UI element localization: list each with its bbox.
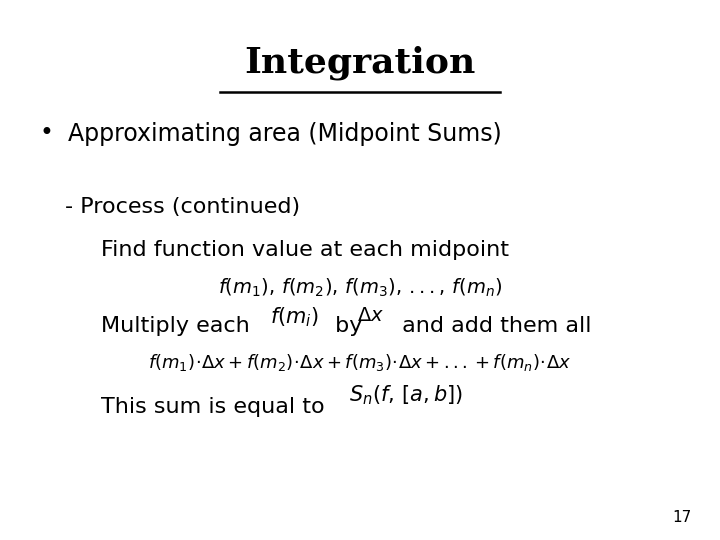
Text: and add them all: and add them all <box>395 316 591 336</box>
Text: by: by <box>328 316 369 336</box>
Text: Multiply each: Multiply each <box>101 316 250 336</box>
Text: $f(m_1)\!\cdot\!\Delta x + f(m_2)\!\cdot\!\Delta x + f(m_3)\!\cdot\!\Delta x + .: $f(m_1)\!\cdot\!\Delta x + f(m_2)\!\cdot… <box>148 352 572 373</box>
Text: $f(m_i)$: $f(m_i)$ <box>270 305 319 329</box>
Text: $\Delta x$: $\Delta x$ <box>357 306 384 325</box>
Text: •: • <box>40 122 53 145</box>
Text: 17: 17 <box>672 510 691 525</box>
Text: Find function value at each midpoint: Find function value at each midpoint <box>101 240 509 260</box>
Text: This sum is equal to: This sum is equal to <box>101 397 325 417</box>
Text: $f(m_1),\, f(m_2),\, f(m_3),\, ...,\, f(m_n)$: $f(m_1),\, f(m_2),\, f(m_3),\, ...,\, f(… <box>218 276 502 299</box>
Text: Integration: Integration <box>244 46 476 80</box>
Text: $S_n(f,\,[a,b])$: $S_n(f,\,[a,b])$ <box>349 383 463 407</box>
Text: - Process (continued): - Process (continued) <box>65 197 300 217</box>
Text: Approximating area (Midpoint Sums): Approximating area (Midpoint Sums) <box>68 122 502 145</box>
